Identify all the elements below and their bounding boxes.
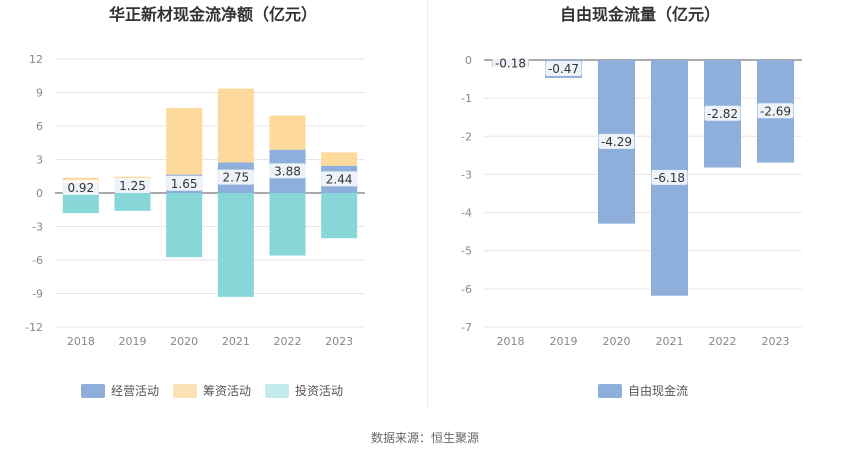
- legend-swatch: [265, 384, 289, 398]
- data-source: 数据来源：恒生聚源: [370, 431, 479, 445]
- x-tick-label: 2019: [119, 335, 147, 348]
- x-tick-label: 2023: [762, 335, 790, 348]
- legend-label: 投资活动: [295, 383, 343, 398]
- y-tick-label: 3: [36, 154, 43, 167]
- y-tick-label: -3: [461, 168, 472, 181]
- y-tick-label: -6: [32, 254, 43, 267]
- bar: [269, 115, 306, 150]
- y-tick-label: -6: [461, 283, 472, 296]
- y-tick-label: -1: [461, 92, 472, 105]
- data-label: -0.47: [548, 62, 579, 76]
- bar: [166, 193, 203, 258]
- legend-swatch: [173, 384, 197, 398]
- y-tick-label: -5: [461, 245, 472, 258]
- bar: [114, 193, 151, 211]
- data-label-bg: [545, 60, 582, 76]
- data-label: 3.88: [274, 164, 301, 178]
- data-label-bg: [598, 133, 635, 149]
- data-label-bg: [217, 169, 254, 185]
- cash-flow-net-chart: 华正新材现金流净额（亿元） 12 9 6 3 0 -3 -6 -9 -12 2018 2019 2020…: [25, 5, 365, 398]
- bar: [166, 108, 203, 175]
- x-tick-label: 2020: [603, 335, 631, 348]
- bar: [114, 176, 151, 180]
- chart-title: 华正新材现金流净额（亿元）: [109, 5, 317, 24]
- data-label-bg: [492, 55, 529, 71]
- y-tick-label: -3: [32, 221, 43, 234]
- data-label-bg: [166, 175, 203, 191]
- data-label: 1.65: [171, 177, 198, 191]
- data-label-bg: [114, 178, 151, 194]
- y-tick-label: -12: [25, 321, 43, 334]
- bar: [217, 193, 254, 297]
- data-label: 0.92: [67, 181, 94, 195]
- x-tick-label: 2018: [67, 335, 95, 348]
- x-tick-label: 2018: [497, 335, 525, 348]
- bar: [269, 193, 306, 256]
- free-cash-flow-chart: 自由现金流量（亿元） 0 -1 -2 -3 -4 -5 -6 -7 2018 2019 2020 202…: [461, 5, 802, 398]
- data-label-bg: [269, 163, 306, 179]
- data-label-bg: [704, 105, 741, 121]
- x-tick-label: 2019: [550, 335, 578, 348]
- data-label: -4.29: [601, 135, 632, 149]
- data-label: 2.44: [326, 172, 353, 186]
- data-label: -0.18: [495, 56, 526, 70]
- legend-label: 自由现金流: [628, 383, 688, 398]
- bar: [62, 193, 99, 214]
- data-label-bg: [321, 171, 358, 187]
- legend-label: 经营活动: [111, 384, 159, 398]
- x-tick-label: 2020: [170, 335, 198, 348]
- bar: [321, 193, 358, 239]
- legend-swatch: [81, 384, 105, 398]
- data-label-bg: [757, 103, 794, 119]
- data-label: -6.18: [654, 171, 685, 185]
- y-tick-label: -7: [461, 321, 472, 334]
- x-tick-label: 2022: [709, 335, 737, 348]
- y-tick-label: 6: [36, 120, 43, 133]
- data-label: -2.69: [760, 104, 791, 118]
- y-tick-label: -2: [461, 130, 472, 143]
- data-label-bg: [651, 169, 688, 185]
- chart-title: 自由现金流量（亿元）: [560, 5, 720, 24]
- panel-divider: [427, 0, 428, 408]
- bar: [321, 152, 358, 166]
- x-tick-label: 2021: [656, 335, 684, 348]
- data-label: 2.75: [222, 171, 249, 185]
- bar: [217, 88, 254, 163]
- y-tick-label: 0: [36, 187, 43, 200]
- data-label: 1.25: [119, 179, 146, 193]
- y-tick-label: 12: [29, 53, 43, 66]
- y-tick-label: 9: [36, 87, 43, 100]
- y-tick-label: -9: [32, 288, 43, 301]
- x-tick-label: 2021: [222, 335, 250, 348]
- legend-swatch: [598, 384, 622, 398]
- data-label-bg: [62, 179, 99, 195]
- y-tick-label: 0: [465, 54, 472, 67]
- data-label: -2.82: [707, 107, 738, 121]
- y-tick-label: -4: [461, 207, 472, 220]
- x-tick-label: 2022: [274, 335, 302, 348]
- legend-label: 筹资活动: [203, 384, 251, 398]
- x-tick-label: 2023: [325, 335, 353, 348]
